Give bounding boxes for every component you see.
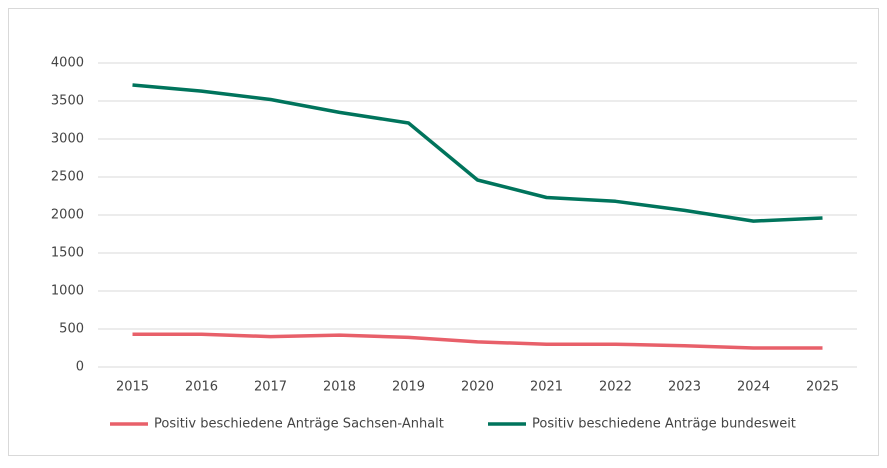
x-tick-label: 2019 <box>392 380 425 395</box>
y-tick-label: 4000 <box>51 56 84 71</box>
x-tick-label: 2023 <box>668 380 701 395</box>
y-tick-label: 3000 <box>51 132 84 147</box>
legend-label: Positiv beschiedene Anträge bundesweit <box>532 417 796 432</box>
x-tick-label: 2020 <box>461 380 494 395</box>
x-tick-label: 2024 <box>737 380 770 395</box>
y-tick-label: 1500 <box>51 246 84 261</box>
y-tick-label: 500 <box>59 322 84 337</box>
legend-label: Positiv beschiedene Anträge Sachsen-Anha… <box>154 417 444 432</box>
chart-frame <box>8 8 879 456</box>
data-line <box>132 332 823 350</box>
x-tick-label: 2017 <box>254 380 287 395</box>
x-tick-label: 2015 <box>116 380 149 395</box>
y-tick-label: 2500 <box>51 170 84 185</box>
x-tick-label: 2018 <box>323 380 356 395</box>
y-tick-label: 1000 <box>51 284 84 299</box>
x-tick-label: 2016 <box>185 380 218 395</box>
x-tick-label: 2022 <box>599 380 632 395</box>
y-tick-label: 0 <box>76 360 84 375</box>
data-line <box>132 83 823 223</box>
y-tick-label: 2000 <box>51 208 84 223</box>
x-tick-label: 2025 <box>806 380 839 395</box>
x-tick-label: 2021 <box>530 380 563 395</box>
y-tick-label: 3500 <box>51 94 84 109</box>
